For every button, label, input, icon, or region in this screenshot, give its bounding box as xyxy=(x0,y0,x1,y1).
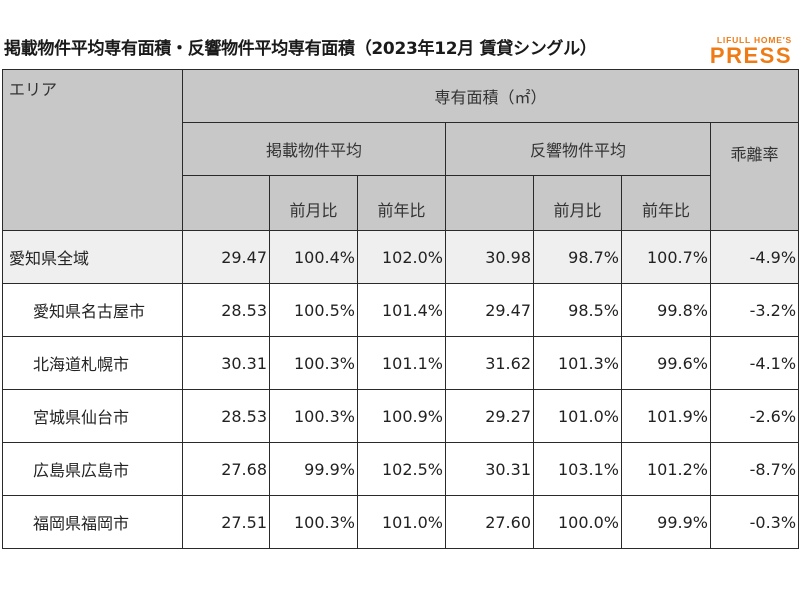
cell-listed-yoy: 101.4% xyxy=(357,283,446,337)
cell-listed-yoy: 100.9% xyxy=(357,389,446,443)
cell-response-avg: 29.47 xyxy=(445,283,534,337)
header-response-yoy: 前年比 xyxy=(621,175,711,231)
cell-response-yoy: 99.9% xyxy=(621,495,711,549)
header-area: エリア xyxy=(2,69,183,231)
cell-divergence: -8.7% xyxy=(709,442,800,496)
cell-divergence: -2.6% xyxy=(709,389,800,443)
area-size-table: エリア 専有面積（㎡） 掲載物件平均 反響物件平均 乖離率 前月比 前年比 前月… xyxy=(2,69,800,549)
cell-divergence: -3.2% xyxy=(709,283,800,337)
table-row-sendai: 宮城県仙台市 28.53 100.3% 100.9% 29.27 101.0% … xyxy=(2,389,800,443)
table-row-hiroshima: 広島県広島市 27.68 99.9% 102.5% 30.31 103.1% 1… xyxy=(2,442,800,496)
cell-response-mom: 100.0% xyxy=(533,495,622,549)
cell-area: 宮城県仙台市 xyxy=(2,389,183,443)
cell-listed-mom: 99.9% xyxy=(269,442,358,496)
cell-listed-mom: 100.3% xyxy=(269,495,358,549)
cell-listed-yoy: 102.5% xyxy=(357,442,446,496)
cell-listed-mom: 100.5% xyxy=(269,283,358,337)
cell-divergence: -4.1% xyxy=(709,336,800,390)
header-area-size: 専有面積（㎡） xyxy=(181,69,800,123)
cell-response-avg: 29.27 xyxy=(445,389,534,443)
header-listed-avg: 掲載物件平均 xyxy=(182,122,446,176)
cell-response-avg: 30.31 xyxy=(445,442,534,496)
cell-listed-yoy: 101.0% xyxy=(357,495,446,549)
cell-listed-avg: 27.51 xyxy=(182,495,270,549)
header-divergence: 乖離率 xyxy=(709,122,800,231)
header-listed-yoy: 前年比 xyxy=(357,175,446,231)
header-response-avg: 反響物件平均 xyxy=(445,122,711,176)
cell-response-avg: 31.62 xyxy=(445,336,534,390)
cell-response-yoy: 101.2% xyxy=(621,442,711,496)
page-title: 掲載物件平均専有面積・反響物件平均専有面積（2023年12月 賃貸シングル） xyxy=(4,39,597,59)
cell-response-yoy: 100.7% xyxy=(621,230,711,284)
cell-response-mom: 101.3% xyxy=(533,336,622,390)
table-row-fukuoka: 福岡県福岡市 27.51 100.3% 101.0% 27.60 100.0% … xyxy=(2,495,800,549)
cell-area: 福岡県福岡市 xyxy=(2,495,183,549)
cell-listed-avg: 27.68 xyxy=(182,442,270,496)
cell-divergence: -4.9% xyxy=(709,230,800,284)
cell-listed-avg: 30.31 xyxy=(182,336,270,390)
cell-listed-avg: 28.53 xyxy=(182,389,270,443)
cell-response-mom: 101.0% xyxy=(533,389,622,443)
cell-response-mom: 103.1% xyxy=(533,442,622,496)
cell-listed-mom: 100.3% xyxy=(269,389,358,443)
cell-response-mom: 98.7% xyxy=(533,230,622,284)
cell-listed-mom: 100.4% xyxy=(269,230,358,284)
cell-response-mom: 98.5% xyxy=(533,283,622,337)
cell-response-yoy: 99.6% xyxy=(621,336,711,390)
logo-top-text: LIFULL HOME'S xyxy=(716,35,792,45)
table-row-nagoya: 愛知県名古屋市 28.53 100.5% 101.4% 29.47 98.5% … xyxy=(2,283,800,337)
cell-area: 広島県広島市 xyxy=(2,442,183,496)
lifull-homes-press-logo: LIFULL HOME'S PRESS xyxy=(710,36,792,67)
cell-listed-yoy: 101.1% xyxy=(357,336,446,390)
cell-response-yoy: 101.9% xyxy=(621,389,711,443)
header-response-mom: 前月比 xyxy=(533,175,622,231)
logo-main-text: PRESS xyxy=(709,43,792,68)
header-response-value-blank xyxy=(445,175,534,231)
table-row-sapporo: 北海道札幌市 30.31 100.3% 101.1% 31.62 101.3% … xyxy=(2,336,800,390)
cell-listed-avg: 29.47 xyxy=(182,230,270,284)
cell-divergence: -0.3% xyxy=(709,495,800,549)
cell-listed-avg: 28.53 xyxy=(182,283,270,337)
cell-area: 愛知県名古屋市 xyxy=(2,283,183,337)
header-listed-value-blank xyxy=(182,175,270,231)
cell-response-avg: 30.98 xyxy=(445,230,534,284)
cell-listed-yoy: 102.0% xyxy=(357,230,446,284)
table-row-aichi-total: 愛知県全域 29.47 100.4% 102.0% 30.98 98.7% 10… xyxy=(2,230,800,284)
cell-response-avg: 27.60 xyxy=(445,495,534,549)
cell-area: 愛知県全域 xyxy=(2,230,183,284)
cell-listed-mom: 100.3% xyxy=(269,336,358,390)
cell-area: 北海道札幌市 xyxy=(2,336,183,390)
cell-response-yoy: 99.8% xyxy=(621,283,711,337)
header-listed-mom: 前月比 xyxy=(269,175,358,231)
